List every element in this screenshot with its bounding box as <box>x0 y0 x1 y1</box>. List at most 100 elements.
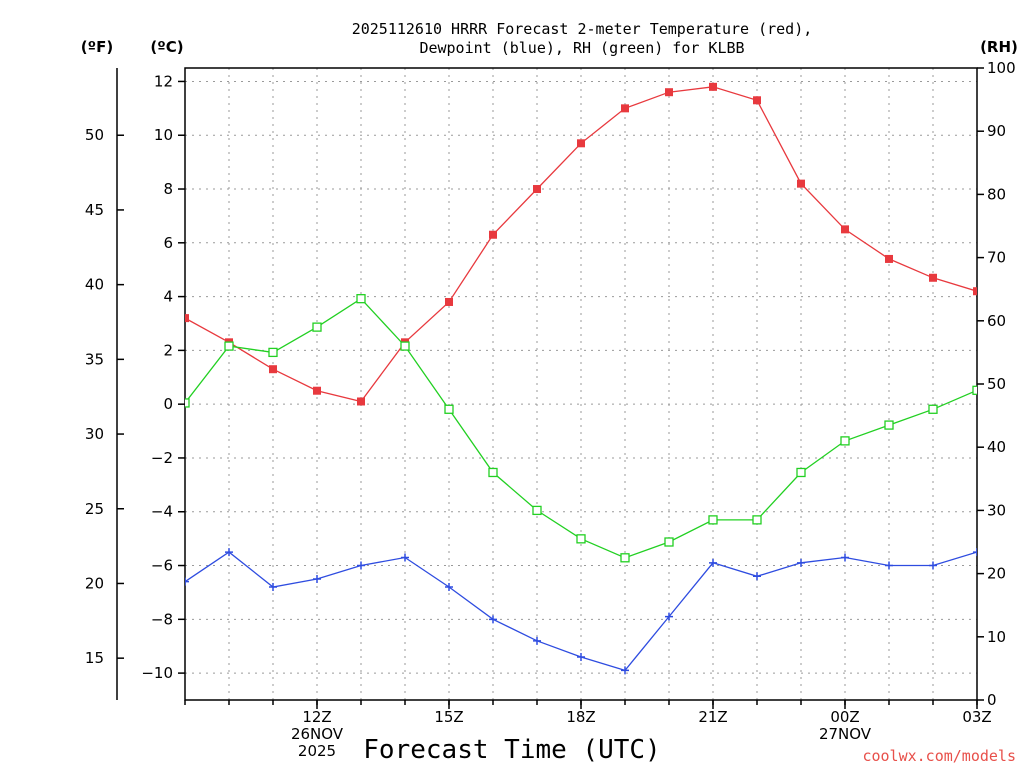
temperature-marker <box>973 287 977 296</box>
rh-line <box>185 297 977 559</box>
rh-tick-label: 70 <box>987 249 1006 267</box>
fahrenheit-tick-label: 30 <box>85 425 104 443</box>
temperature-marker <box>577 139 585 148</box>
rh-marker <box>185 398 190 408</box>
rh-tick-label: 30 <box>987 501 1006 519</box>
temperature-marker <box>313 386 321 395</box>
celsius-tick-label: 12 <box>154 72 173 90</box>
rh-tick-label: 0 <box>987 691 997 709</box>
fahrenheit-tick-label: 15 <box>85 649 104 667</box>
time-tick-label: 21Z <box>698 708 727 726</box>
temperature-marker <box>753 96 761 105</box>
dewpoint-marker <box>797 558 805 567</box>
rh-tick-label: 100 <box>987 59 1016 77</box>
temperature-marker <box>185 314 189 323</box>
rh-marker <box>708 515 718 525</box>
rh-marker <box>928 404 938 414</box>
temperature-line <box>185 86 977 403</box>
rh-marker <box>620 553 630 563</box>
dewpoint-line <box>185 551 977 672</box>
temperature-marker <box>841 225 849 234</box>
dewpoint-marker <box>665 612 673 621</box>
temperature-marker <box>929 273 937 282</box>
chart-title-line-2: Dewpoint (blue), RH (green) for KLBB <box>419 39 744 57</box>
time-tick-label: 12Z <box>302 708 331 726</box>
celsius-tick-label: −8 <box>151 610 173 628</box>
temperature-marker <box>445 297 453 306</box>
celsius-tick-label: −10 <box>141 664 173 682</box>
temperature-marker <box>489 230 497 239</box>
rh-marker <box>796 467 806 478</box>
rh-marker <box>356 294 366 304</box>
rh-marker <box>664 537 674 547</box>
fahrenheit-unit-label: (ºF) <box>81 38 113 56</box>
temperature-marker <box>533 185 541 194</box>
dewpoint-marker <box>533 636 541 645</box>
rh-tick-label: 20 <box>987 565 1006 583</box>
celsius-tick-label: −4 <box>151 503 173 521</box>
time-tick-label: 18Z <box>566 708 595 726</box>
dewpoint-marker <box>753 572 761 581</box>
time-tick-label: 2025 <box>298 742 336 760</box>
dewpoint-marker <box>313 574 321 583</box>
dewpoint-marker <box>489 615 497 624</box>
temperature-marker <box>797 179 805 188</box>
dewpoint-marker <box>709 558 717 567</box>
rh-tick-label: 40 <box>987 438 1006 456</box>
fahrenheit-tick-label: 45 <box>85 201 104 219</box>
fahrenheit-tick-label: 20 <box>85 574 104 592</box>
dewpoint-marker <box>225 548 233 557</box>
dewpoint-marker <box>577 652 585 661</box>
time-tick-label: 03Z <box>962 708 991 726</box>
dewpoint-marker <box>841 553 849 562</box>
temperature-marker <box>1017 298 1024 306</box>
rh-marker <box>444 404 454 414</box>
rh-unit-label: (RH) <box>980 38 1018 56</box>
dewpoint-marker <box>885 561 893 570</box>
credit-text: coolwx.com/models <box>862 747 1016 765</box>
chart-title-line-1: 2025112610 HRRR Forecast 2-meter Tempera… <box>352 20 813 38</box>
temperature-marker <box>269 365 277 374</box>
rh-marker <box>312 322 322 332</box>
dewpoint-marker <box>929 561 937 570</box>
rh-tick-label: 10 <box>987 628 1006 646</box>
time-tick-label: 26NOV <box>291 725 344 743</box>
temperature-marker <box>665 88 673 97</box>
rh-marker <box>400 341 410 351</box>
rh-marker <box>224 341 234 351</box>
celsius-tick-label: −6 <box>151 557 173 575</box>
fahrenheit-tick-label: 50 <box>85 126 104 144</box>
rh-marker <box>972 385 977 395</box>
dewpoint-marker <box>621 666 629 675</box>
temperature-marker <box>621 104 629 113</box>
celsius-tick-label: 0 <box>163 395 173 413</box>
grid-lines <box>185 68 977 700</box>
celsius-tick-label: 8 <box>163 180 173 198</box>
rh-marker <box>268 347 278 358</box>
fahrenheit-tick-label: 40 <box>85 276 104 294</box>
celsius-unit-label: (ºC) <box>150 38 183 56</box>
rh-tick-label: 50 <box>987 375 1006 393</box>
rh-marker <box>488 467 498 478</box>
celsius-tick-label: −2 <box>151 449 173 467</box>
dewpoint-marker <box>185 577 189 586</box>
rh-tick-label: 60 <box>987 312 1006 330</box>
rh-marker <box>752 515 762 525</box>
temperature-marker <box>357 397 365 406</box>
rh-tick-label: 80 <box>987 185 1006 203</box>
axes: 121086420−2−4−6−8−1050454035302520151009… <box>85 59 1016 760</box>
fahrenheit-tick-label: 35 <box>85 350 104 368</box>
rh-marker <box>576 534 586 544</box>
fahrenheit-tick-label: 25 <box>85 500 104 518</box>
celsius-tick-label: 10 <box>154 126 173 144</box>
rh-marker <box>840 436 850 446</box>
rh-marker <box>532 505 542 516</box>
series <box>185 82 1024 675</box>
dewpoint-marker <box>445 583 453 592</box>
time-tick-label: 00Z <box>830 708 859 726</box>
rh-marker <box>884 420 894 430</box>
dewpoint-marker <box>1017 527 1024 535</box>
dewpoint-marker <box>973 548 977 557</box>
rh-tick-label: 90 <box>987 122 1006 140</box>
